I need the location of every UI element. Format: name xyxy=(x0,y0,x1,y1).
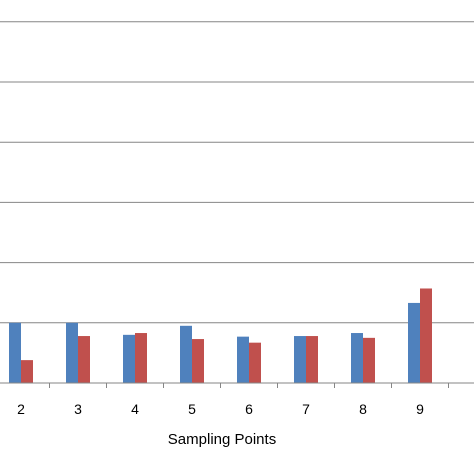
gridlines xyxy=(0,21,474,324)
bar-series-1-3 xyxy=(66,322,78,383)
bar-series-1-7 xyxy=(294,336,306,383)
bar-series-2-6 xyxy=(249,342,261,383)
x-tick-label: 5 xyxy=(188,401,196,417)
bar-series-2-4 xyxy=(135,333,147,383)
bar-series-2-9 xyxy=(420,288,432,383)
x-tick-marks xyxy=(49,383,449,388)
bar-series-1-2 xyxy=(9,322,21,383)
x-tick-label: 9 xyxy=(416,401,424,417)
x-tick-label: 4 xyxy=(131,401,139,417)
x-tick-label: 6 xyxy=(245,401,253,417)
bar-series-2-8 xyxy=(363,337,375,383)
bar-series-2-7 xyxy=(306,336,318,383)
bar-series-2-3 xyxy=(78,336,90,383)
bar-series-1-6 xyxy=(237,336,249,383)
x-tick-label: 7 xyxy=(302,401,310,417)
x-tick-label: 3 xyxy=(74,401,82,417)
bar-series-1-4 xyxy=(123,334,135,383)
x-axis-title: Sampling Points xyxy=(168,431,276,448)
x-tick-label: 2 xyxy=(17,401,25,417)
x-tick-label: 8 xyxy=(359,401,367,417)
bar-series-1-8 xyxy=(351,333,363,383)
bars xyxy=(9,288,432,383)
x-tick-labels: 2 3 4 5 6 7 8 9 xyxy=(17,401,424,417)
bar-series-2-5 xyxy=(192,339,204,383)
bar-series-1-5 xyxy=(180,325,192,383)
bar-series-2-2 xyxy=(21,360,33,383)
bar-series-1-9 xyxy=(408,302,420,383)
